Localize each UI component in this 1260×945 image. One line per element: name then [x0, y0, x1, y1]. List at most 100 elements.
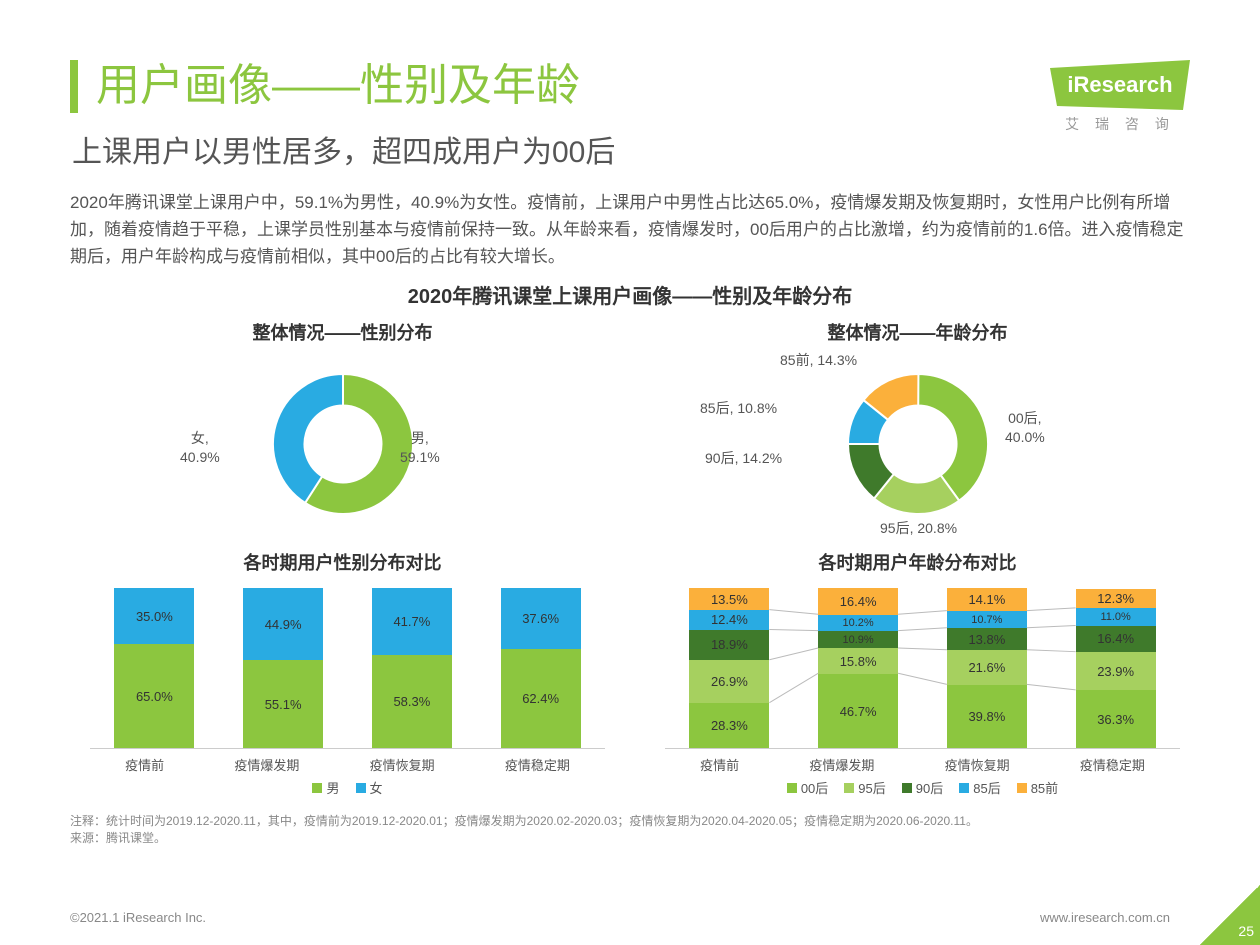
footnote-line-1: 注释：统计时间为2019.12-2020.11，其中，疫情前为2019.12-2… [70, 813, 1190, 830]
bar-segment: 14.1% [947, 588, 1027, 611]
gender-stack-title: 各时期用户性别分布对比 [70, 549, 615, 575]
age-stack-title: 各时期用户年龄分布对比 [645, 549, 1190, 575]
bar-category-label: 疫情前 [125, 755, 164, 774]
bar-segment: 10.7% [947, 611, 1027, 628]
page-number-corner: 25 [1200, 885, 1260, 945]
bar-segment: 46.7% [818, 674, 898, 749]
bar-segment: 10.9% [818, 631, 898, 648]
legend-item: 90后 [902, 778, 943, 797]
donut-slice-label: 85后, 10.8% [700, 399, 777, 417]
copyright-text: ©2021.1 iResearch Inc. [70, 910, 206, 925]
legend-label: 00后 [801, 778, 828, 797]
gender-donut-chart: 男, 59.1% 女, 40.9% [70, 349, 615, 539]
bar-group: 58.3%41.7% [372, 588, 452, 748]
age-donut-title: 整体情况——年龄分布 [645, 319, 1190, 345]
bar-group: 65.0%35.0% [114, 588, 194, 748]
gender-donut-title: 整体情况——性别分布 [70, 319, 615, 345]
bar-category-label: 疫情前 [700, 755, 739, 774]
donut-slice-label: 85前, 14.3% [780, 351, 857, 369]
legend-item: 男 [312, 778, 339, 797]
footnote: 注释：统计时间为2019.12-2020.11，其中，疫情前为2019.12-2… [70, 813, 1190, 847]
legend-swatch [844, 783, 854, 793]
brand-logo: iResearch 艾 瑞 咨 询 [1050, 60, 1190, 134]
legend-label: 95后 [858, 778, 885, 797]
bar-segment: 35.0% [114, 588, 194, 644]
bar-segment: 39.8% [947, 685, 1027, 749]
bar-segment: 12.4% [689, 610, 769, 630]
bar-category-label: 疫情恢复期 [945, 755, 1010, 774]
legend-label: 90后 [916, 778, 943, 797]
gender-donut-col: 整体情况——性别分布 男, 59.1% 女, 40.9% [70, 313, 615, 539]
legend-swatch [959, 783, 969, 793]
bar-category-label: 疫情恢复期 [370, 755, 435, 774]
bar-category-label: 疫情爆发期 [234, 755, 299, 774]
donut-slice-label: 00后, 40.0% [1005, 409, 1045, 445]
charts-main-title: 2020年腾讯课堂上课用户画像——性别及年龄分布 [70, 280, 1190, 309]
bar-segment: 15.8% [818, 648, 898, 673]
age-stack-col: 各时期用户年龄分布对比 28.3%26.9%18.9%12.4%13.5% 46.… [645, 543, 1190, 799]
gender-legend: 男女 [90, 778, 605, 797]
legend-swatch [787, 783, 797, 793]
bar-group: 28.3%26.9%18.9%12.4%13.5% [689, 588, 769, 748]
bar-category-label: 疫情稳定期 [1080, 755, 1145, 774]
bar-segment: 65.0% [114, 644, 194, 748]
legend-item: 95后 [844, 778, 885, 797]
age-legend: 00后 95后 90后 85后 85前 [665, 778, 1180, 797]
bar-segment: 37.6% [501, 588, 581, 648]
bar-segment: 23.9% [1076, 652, 1156, 690]
donut-slice-label: 男, 59.1% [400, 429, 440, 465]
bar-segment: 55.1% [243, 660, 323, 748]
bar-segment: 10.2% [818, 615, 898, 631]
bar-segment: 44.9% [243, 588, 323, 660]
legend-swatch [312, 783, 322, 793]
bar-segment: 13.5% [689, 588, 769, 610]
legend-item: 85前 [1017, 778, 1058, 797]
bar-group: 46.7%15.8%10.9%10.2%16.4% [818, 588, 898, 748]
page-title: 用户画像——性别及年龄 [70, 60, 1190, 113]
bar-segment: 16.4% [1076, 626, 1156, 652]
stack-row: 各时期用户性别分布对比 65.0%35.0% 55.1%44.9% 58.3%41.… [70, 543, 1190, 799]
legend-swatch [356, 783, 366, 793]
bar-group: 62.4%37.6% [501, 588, 581, 748]
legend-label: 85前 [1031, 778, 1058, 797]
bar-segment: 41.7% [372, 588, 452, 655]
legend-item: 85后 [959, 778, 1000, 797]
bar-group: 55.1%44.9% [243, 588, 323, 748]
bar-segment: 58.3% [372, 655, 452, 748]
footnote-line-2: 来源：腾讯课堂。 [70, 830, 1190, 847]
bar-segment: 26.9% [689, 660, 769, 703]
donut-row: 整体情况——性别分布 男, 59.1% 女, 40.9% 整体情况——年龄分布 0… [70, 313, 1190, 539]
bar-group: 39.8%21.6%13.8%10.7%14.1% [947, 588, 1027, 748]
gender-stack-col: 各时期用户性别分布对比 65.0%35.0% 55.1%44.9% 58.3%41.… [70, 543, 615, 799]
legend-item: 00后 [787, 778, 828, 797]
legend-label: 85后 [973, 778, 1000, 797]
bar-segment: 18.9% [689, 630, 769, 660]
legend-swatch [902, 783, 912, 793]
logo-mark: iResearch [1050, 60, 1190, 110]
slide-page: iResearch 艾 瑞 咨 询 用户画像——性别及年龄 上课用户以男性居多，… [0, 0, 1260, 945]
bar-group: 36.3%23.9%16.4%11.0%12.3% [1076, 588, 1156, 748]
age-donut-chart: 00后, 40.0% 95后, 20.8% 90后, 14.2% 85后, 10.8%… [645, 349, 1190, 539]
legend-item: 女 [356, 778, 383, 797]
donut-slice-label: 女, 40.9% [180, 429, 220, 465]
bar-category-label: 疫情稳定期 [505, 755, 570, 774]
donut-slice-label: 90后, 14.2% [705, 449, 782, 467]
age-stack-chart: 28.3%26.9%18.9%12.4%13.5% 46.7%15.8%10.9%… [645, 579, 1190, 799]
bar-segment: 36.3% [1076, 690, 1156, 748]
bar-segment: 21.6% [947, 650, 1027, 685]
slide-footer: ©2021.1 iResearch Inc. www.iresearch.com… [70, 910, 1260, 925]
bar-segment: 62.4% [501, 649, 581, 749]
donut-slice-label: 95后, 20.8% [880, 519, 957, 537]
legend-label: 女 [370, 778, 383, 797]
bar-segment: 12.3% [1076, 589, 1156, 609]
bar-segment: 16.4% [818, 588, 898, 614]
bar-segment: 28.3% [689, 703, 769, 748]
legend-swatch [1017, 783, 1027, 793]
logo-subtext: 艾 瑞 咨 询 [1050, 114, 1190, 134]
body-paragraph: 2020年腾讯课堂上课用户中，59.1%为男性，40.9%为女性。疫情前，上课用… [70, 189, 1190, 271]
gender-stack-chart: 65.0%35.0% 55.1%44.9% 58.3%41.7% 62.4%37.6%… [70, 579, 615, 799]
bar-segment: 11.0% [1076, 608, 1156, 626]
bar-category-label: 疫情爆发期 [809, 755, 874, 774]
legend-label: 男 [326, 778, 339, 797]
bar-segment: 13.8% [947, 628, 1027, 650]
